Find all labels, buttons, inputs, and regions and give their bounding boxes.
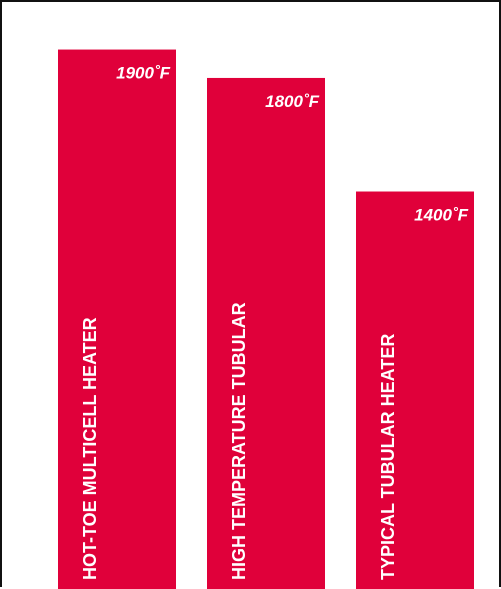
- bar-group-3: 1400˚F TYPICAL TUBULAR HEATER: [356, 191, 474, 589]
- bar: [207, 77, 325, 589]
- bar: [58, 49, 176, 589]
- bar-category-label: HOT-TOE MULTICELL HEATER: [80, 317, 100, 580]
- bar-category-label: HIGH TEMPERATURE TUBULAR: [229, 302, 249, 580]
- bar: [356, 191, 474, 589]
- bar-value-label: 1800˚F: [265, 92, 319, 111]
- bar-group-2: 1800˚F HIGH TEMPERATURE TUBULAR: [207, 77, 325, 589]
- bar-category-label: TYPICAL TUBULAR HEATER: [378, 334, 398, 580]
- bar-value-label: 1400˚F: [414, 206, 468, 225]
- bar-group-1: 1900˚F HOT-TOE MULTICELL HEATER: [58, 49, 176, 589]
- bar-value-label: 1900˚F: [116, 64, 170, 83]
